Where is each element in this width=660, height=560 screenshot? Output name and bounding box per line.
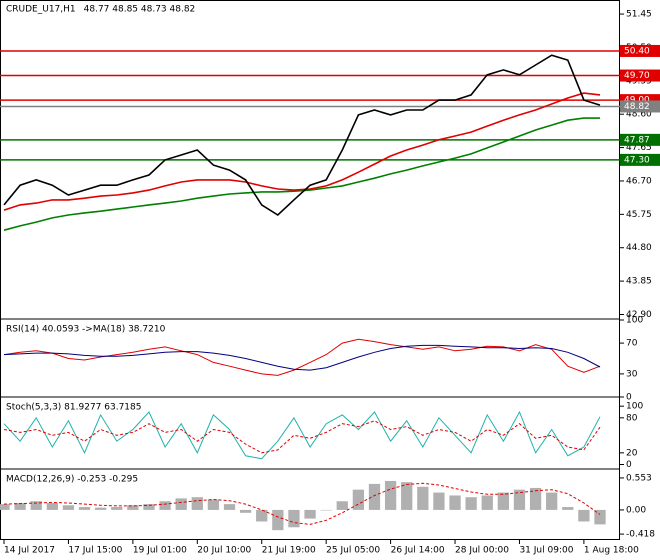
- y-tick-label: 70: [626, 339, 638, 349]
- y-tick-label: 45.75: [626, 210, 652, 220]
- histogram-bar: [175, 498, 187, 510]
- histogram-bar: [288, 509, 300, 528]
- level-label-box: [620, 69, 660, 82]
- y-tick-label: 42.90: [626, 310, 652, 320]
- level-label: 50.40: [624, 46, 650, 56]
- histogram-bar: [465, 497, 477, 510]
- y-tick-label: 30: [626, 369, 638, 379]
- y-tick-label: 80: [626, 413, 638, 423]
- x-tick-label: 25 Jul 05:00: [326, 546, 380, 556]
- series-line: [3, 92, 601, 211]
- histogram-bar: [449, 495, 461, 510]
- histogram-bar: [30, 501, 42, 510]
- histogram-bar: [529, 487, 542, 510]
- y-tick-label: 44.80: [626, 243, 652, 253]
- level-label-box: [620, 153, 660, 166]
- histogram-bar: [127, 505, 139, 510]
- level-label: 48.82: [624, 102, 650, 112]
- histogram-bar: [320, 509, 332, 511]
- y-tick-label: 48.60: [626, 110, 652, 120]
- histogram-bar: [143, 504, 155, 510]
- histogram-bar: [513, 489, 526, 510]
- level-label: 47.87: [624, 135, 650, 145]
- series-line: [3, 117, 600, 231]
- pane-title: CRUDE_U17,H1: [6, 5, 76, 15]
- histogram-bar: [562, 507, 574, 510]
- y-tick-label: -0.418: [626, 530, 655, 540]
- x-tick-label: 1 Aug 18:00: [584, 546, 639, 556]
- histogram-bar: [223, 504, 236, 510]
- histogram-bar: [352, 489, 365, 510]
- series-line: [3, 420, 601, 454]
- y-tick-label: 51.45: [626, 10, 652, 20]
- series-line: [3, 54, 601, 217]
- x-tick-label: 14 Jul 2017: [4, 546, 55, 556]
- histogram-bar: [336, 501, 348, 510]
- histogram-bar: [159, 501, 171, 510]
- y-tick-label: 20: [626, 448, 638, 458]
- pane-title: Stoch(5,3,3) 81.9277 63.7185: [6, 403, 141, 413]
- histogram-bar: [578, 509, 590, 522]
- histogram-bar: [111, 507, 123, 510]
- pane-title: RSI(14) 40.0593 ->MA(18) 38.7210: [6, 325, 166, 335]
- histogram-bar: [0, 504, 10, 510]
- y-tick-label: 43.85: [626, 277, 652, 287]
- x-tick-label: 31 Jul 09:00: [519, 546, 573, 556]
- x-tick-label: 17 Jul 15:00: [68, 546, 122, 556]
- histogram-bar: [78, 507, 91, 510]
- x-tick-label: 19 Jul 01:00: [133, 546, 187, 556]
- histogram-bar: [46, 502, 58, 510]
- histogram-bar: [239, 509, 252, 513]
- histogram-bar: [401, 482, 413, 510]
- y-tick-label: 100: [626, 402, 643, 412]
- level-label-box: [620, 133, 660, 146]
- histogram-bar: [481, 495, 493, 510]
- histogram-bar: [95, 507, 107, 510]
- y-tick-label: 0: [626, 460, 632, 470]
- histogram-bar: [14, 502, 26, 510]
- x-tick-label: 20 Jul 10:00: [197, 546, 251, 556]
- histogram-bar: [62, 505, 75, 510]
- level-label-box: [620, 100, 660, 113]
- y-tick-label: 0.00: [626, 505, 646, 515]
- level-label: 49.70: [624, 71, 650, 81]
- histogram-bar: [191, 497, 203, 510]
- y-tick-label: 0: [626, 393, 632, 403]
- histogram-bar: [256, 509, 268, 522]
- y-tick-label: 100: [626, 316, 643, 326]
- histogram-bar: [272, 509, 284, 531]
- level-label-box: [620, 44, 660, 57]
- histogram-bar: [304, 509, 316, 519]
- y-tick-label: 46.70: [626, 176, 652, 186]
- histogram-bar: [433, 492, 445, 510]
- histogram-bar: [384, 480, 397, 510]
- histogram-bar: [368, 483, 381, 510]
- histogram-bar: [417, 486, 429, 510]
- histogram-bar: [546, 492, 558, 510]
- x-tick-label: 28 Jul 00:00: [455, 546, 509, 556]
- x-tick-label: 26 Jul 14:00: [391, 546, 445, 556]
- y-tick-label: 47.65: [626, 143, 652, 153]
- level-label: 47.30: [624, 155, 650, 165]
- pane-subtitle: 48.77 48.85 48.73 48.82: [84, 5, 196, 15]
- pane-title: MACD(12,26,9) -0.253 -0.295: [6, 475, 138, 485]
- y-tick-label: 0.553: [626, 473, 652, 483]
- series-line: [3, 410, 601, 460]
- x-tick-label: 21 Jul 19:00: [262, 546, 316, 556]
- series-line: [3, 344, 601, 371]
- histogram-bar: [497, 492, 509, 510]
- histogram-bar: [594, 509, 606, 525]
- histogram-bar: [207, 499, 220, 510]
- series-line: [3, 482, 601, 525]
- frame: [0, 0, 620, 540]
